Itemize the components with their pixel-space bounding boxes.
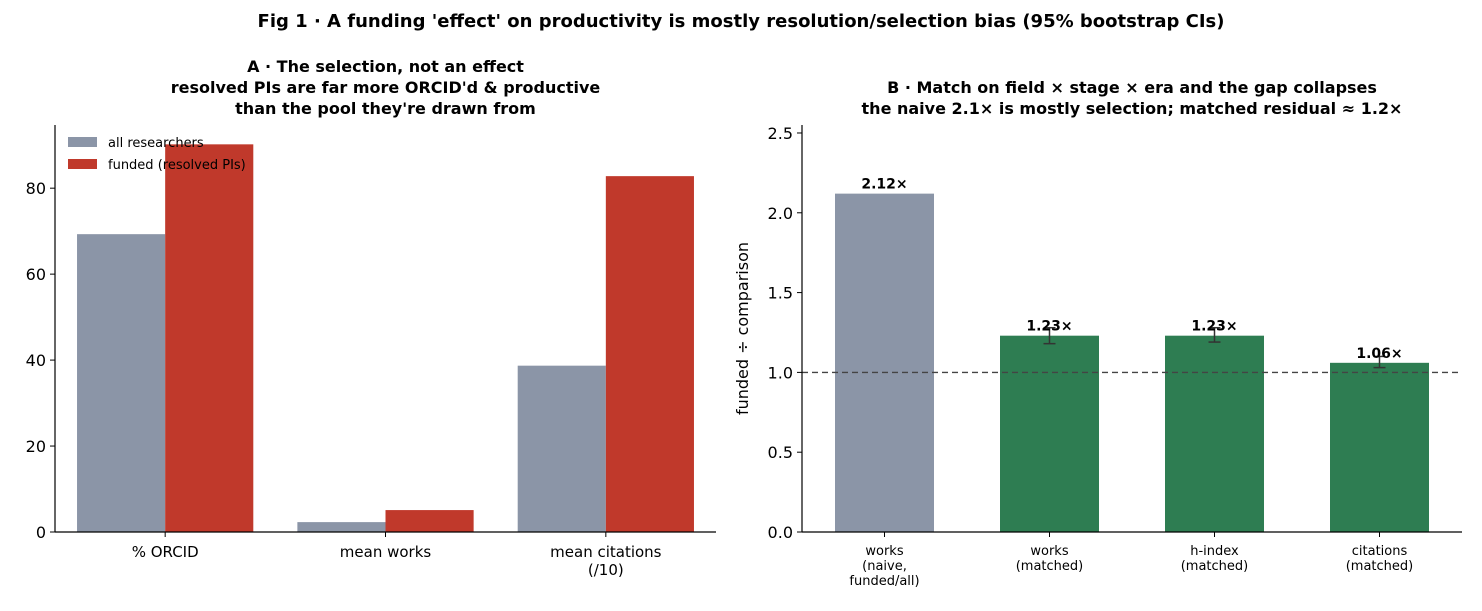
panel-b: B · Match on field × stage × era and the… [733, 78, 1462, 589]
y-tick-label: 2.5 [768, 124, 793, 143]
data-label: 1.23× [1191, 319, 1237, 335]
x-tick-label: h-index [1190, 544, 1239, 559]
y-tick-label: 20 [26, 437, 46, 456]
x-tick-label: mean citations [550, 543, 662, 561]
legend-swatch [68, 137, 97, 147]
panel-b-title: B · Match on field × stage × era and the… [862, 78, 1403, 118]
legend-label: funded (resolved PIs) [108, 158, 246, 173]
data-label: 2.12× [861, 177, 907, 193]
y-tick-label: 0.5 [768, 443, 793, 462]
x-tick-label: funded/all) [849, 574, 919, 589]
bar-ratio-1 [1000, 335, 1099, 532]
panel-b-bars: 2.12× 1.23× 1.23× 1.06× [835, 177, 1429, 532]
bar-ratio-2 [1165, 335, 1264, 532]
figure-title: Fig 1 · A funding 'effect' on productivi… [258, 11, 1225, 32]
panel-a-axes: 0 20 40 60 80 % ORCID mean works mean citations… [26, 125, 716, 579]
y-tick-label: 80 [26, 179, 46, 198]
bar-funded-0 [165, 144, 254, 532]
y-axis-label: funded ÷ comparison [733, 242, 752, 415]
y-tick-label: 1.5 [768, 284, 793, 303]
panel-a-title: A · The selection, not an effect resolved… [171, 57, 601, 118]
x-tick-label: (matched) [1181, 559, 1249, 574]
panel-a: A · The selection, not an effect resolved… [26, 57, 716, 579]
legend-swatch [68, 159, 97, 169]
panel-a-legend: all researchers funded (resolved PIs) [68, 136, 246, 173]
x-tick-label: mean works [340, 543, 432, 561]
bar-all-1 [297, 522, 386, 532]
bar-all-0 [77, 234, 166, 532]
x-tick-label: works [1030, 544, 1068, 559]
bar-funded-2 [605, 176, 694, 532]
data-label: 1.06× [1356, 346, 1402, 362]
panel-a-title-line: than the pool they're drawn from [235, 99, 536, 118]
x-tick-label: citations [1352, 544, 1408, 559]
x-tick-label: works [865, 544, 903, 559]
data-label: 1.23× [1026, 319, 1072, 335]
y-tick-label: 40 [26, 351, 46, 370]
panel-b-title-line: the naive 2.1× is mostly selection; matc… [862, 99, 1403, 118]
y-tick-label: 1.0 [768, 363, 793, 382]
panel-b-axes: 0.0 0.5 1.0 1.5 2.0 2.5 funded ÷ comparison wor… [733, 124, 1462, 589]
panel-a-title-line: A · The selection, not an effect [247, 57, 524, 76]
x-tick-label: % ORCID [132, 543, 199, 561]
y-tick-label: 0.0 [768, 523, 793, 542]
y-tick-label: 60 [26, 265, 46, 284]
panel-b-title-line: B · Match on field × stage × era and the… [887, 78, 1377, 97]
x-tick-label: (matched) [1346, 559, 1414, 574]
x-tick-label: (matched) [1016, 559, 1084, 574]
bar-ratio-0 [835, 193, 934, 532]
x-tick-label: (naive, [862, 559, 907, 574]
x-tick-label: (/10) [588, 561, 624, 579]
y-tick-label: 2.0 [768, 204, 793, 223]
bar-funded-1 [385, 510, 474, 532]
legend-label: all researchers [108, 136, 204, 151]
y-tick-label: 0 [36, 523, 46, 542]
bar-ratio-3 [1330, 362, 1429, 532]
panel-a-bars [77, 144, 694, 532]
bar-all-2 [517, 365, 606, 532]
panel-a-title-line: resolved PIs are far more ORCID'd & prod… [171, 78, 601, 97]
